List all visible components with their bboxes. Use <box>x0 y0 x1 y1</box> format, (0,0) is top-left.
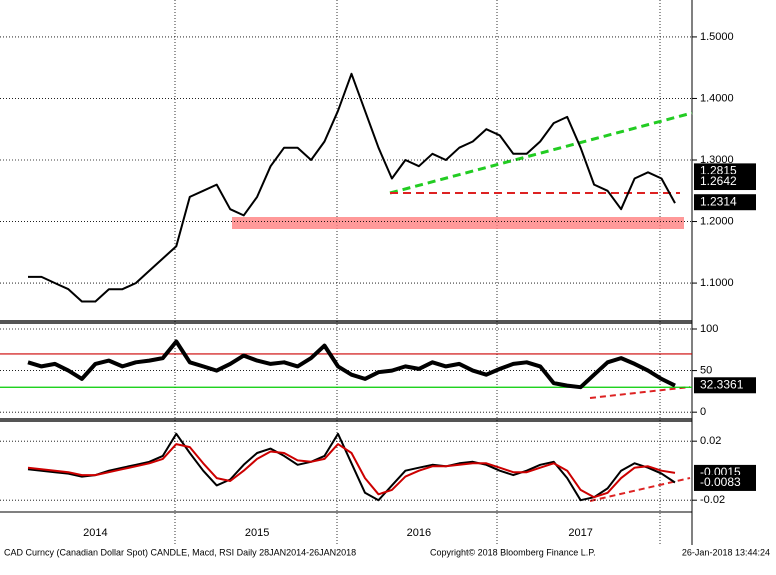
panel-separator <box>0 320 692 324</box>
y-tick-label: 1.1000 <box>700 277 734 289</box>
value-box <box>694 474 756 491</box>
y-tick-label: 100 <box>700 323 718 335</box>
value-label: 1.2314 <box>700 194 737 208</box>
y-tick-label: -0.02 <box>700 494 725 506</box>
panel-separator <box>0 418 692 422</box>
y-tick-label: 0.02 <box>700 435 721 447</box>
y-tick-label: 0 <box>700 406 706 418</box>
y-tick-label: 1.4000 <box>700 92 734 104</box>
series-line <box>27 432 676 502</box>
footer-center: Copyright© 2018 Bloomberg Finance L.P. <box>430 547 596 557</box>
rsi-trend <box>589 386 691 399</box>
footer-left: CAD Curncy (Canadian Dollar Spot) CANDLE… <box>4 547 356 557</box>
x-tick-label: 2016 <box>407 527 431 539</box>
y-tick-label: 1.3000 <box>700 154 734 166</box>
series-line <box>27 339 676 390</box>
value-label: -0.0083 <box>700 475 741 489</box>
x-tick-label: 2015 <box>245 527 269 539</box>
y-tick-label: 50 <box>700 364 712 376</box>
y-tick-label: 1.5000 <box>700 31 734 43</box>
trend-line <box>389 111 693 195</box>
year-dividers <box>174 0 661 545</box>
y-tick-label: 1.2000 <box>700 215 734 227</box>
series-line <box>28 72 676 303</box>
value-label: 1.2642 <box>700 174 737 188</box>
x-tick-label: 2017 <box>568 527 592 539</box>
support-band <box>232 217 684 229</box>
value-label: 32.3361 <box>700 377 744 391</box>
footer-right: 26-Jan-2018 13:44:24 <box>682 547 770 557</box>
x-tick-label: 2014 <box>83 527 107 539</box>
value-box <box>694 174 756 191</box>
series-line <box>27 443 676 499</box>
value-box <box>694 194 756 211</box>
value-box <box>694 377 756 394</box>
